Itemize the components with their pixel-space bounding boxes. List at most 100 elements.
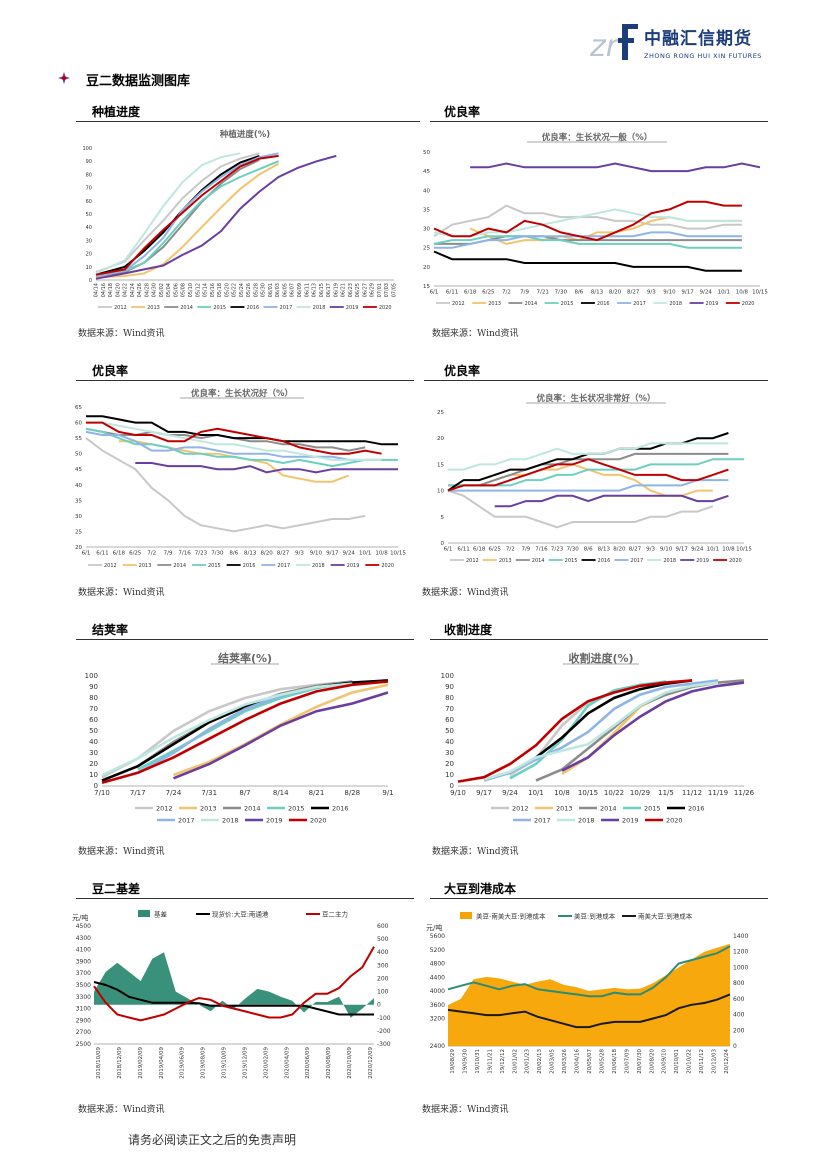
x-tick-label: 20/08/20 <box>649 1049 655 1074</box>
x-tick-label: 07/05 <box>392 283 398 297</box>
x-tick-label: 7/10 <box>94 789 110 797</box>
x-tick-label: 9/3 <box>647 290 656 296</box>
left-y-tick: 2400 <box>430 1043 445 1050</box>
left-y-tick: 4100 <box>76 947 91 954</box>
x-tick-label: 8/13 <box>591 290 604 296</box>
y-tick-label: 100 <box>85 672 98 680</box>
x-tick-label: 05/10 <box>188 283 194 297</box>
left-y-tick: 2900 <box>76 1017 91 1024</box>
y-tick-label: 60 <box>89 716 98 724</box>
series-line-2 <box>93 946 375 1022</box>
y-tick-label: 50 <box>86 212 92 218</box>
series-line-2017 <box>434 231 742 249</box>
chart-import-cost: 元/吨 2400 3200 3600 4000 4400 4800 5200 5600 0 200 4… <box>426 912 748 1074</box>
x-tick-label: 19/12/12 <box>500 1049 506 1074</box>
legend-label: 2018 <box>669 301 682 307</box>
x-tick-label: 7/16 <box>178 551 191 557</box>
legend-label: 美豆-南美大豆:到港成本 <box>476 912 546 921</box>
panel-title-basis: 豆二基差 <box>92 882 141 896</box>
x-tick-label: 2018/12/09 <box>117 1047 123 1079</box>
y-tick-label: 20 <box>423 265 430 271</box>
y-tick-label: 10 <box>445 771 454 779</box>
y-tick-label: 20 <box>89 760 98 768</box>
x-tick-label: 07/01 <box>377 283 383 297</box>
legend-label: 2014 <box>532 558 545 564</box>
legend-label: 2020 <box>729 558 742 564</box>
series-line-2015 <box>85 427 398 468</box>
x-tick-label: 05/20 <box>224 283 230 297</box>
x-tick-label: 9/24 <box>502 789 518 797</box>
x-tick-label: 11/26 <box>734 789 755 797</box>
legend-label: 2013 <box>556 805 573 813</box>
x-tick-label: 20/02/13 <box>537 1049 543 1074</box>
x-tick-label: 7/30 <box>566 547 579 553</box>
legend-label: 2013 <box>139 563 152 569</box>
y-tick-label: 20 <box>437 436 444 442</box>
x-tick-label: 2020/04/09 <box>284 1047 290 1079</box>
x-tick-label: 7/21 <box>536 290 548 296</box>
x-tick-label: 10/1 <box>359 551 371 557</box>
x-tick-label: 8/28 <box>344 789 360 797</box>
series-line-2018 <box>101 682 353 777</box>
x-tick-label: 05/12 <box>195 283 201 297</box>
legend-label: 2019 <box>266 817 283 825</box>
x-tick-label: 9/24 <box>343 551 356 557</box>
legend-label: 2019 <box>622 817 639 825</box>
legend-label: 2015 <box>565 558 578 564</box>
panel-title-planting: 种植进度 <box>92 105 141 119</box>
legend-label: 2017 <box>178 817 195 825</box>
x-tick-label: 06/03 <box>275 283 281 297</box>
x-tick-label: 04/14 <box>94 283 100 297</box>
x-tick-label: 8/6 <box>584 547 593 553</box>
x-tick-label: 20/03/26 <box>562 1049 568 1074</box>
left-y-tick: 2500 <box>76 1041 91 1048</box>
left-y-tick: 4500 <box>76 923 91 930</box>
legend-label: 2014 <box>244 805 261 813</box>
right-y-tick: 1400 <box>733 933 748 940</box>
legend-label: 2018 <box>312 563 325 569</box>
y-tick-label: 100 <box>441 672 454 680</box>
panel-divider <box>424 380 768 381</box>
x-tick-label: 05/22 <box>232 283 238 297</box>
left-y-tick: 2700 <box>76 1029 91 1036</box>
section-title: 豆二数据监测图库 <box>86 74 191 89</box>
chart-basis: 元/吨 2500 2700 2900 3100 3300 3500 3700 3900 4100 4… <box>72 910 391 1079</box>
x-tick-label: 6/25 <box>482 290 495 296</box>
legend-label: 2013 <box>499 558 512 564</box>
x-tick-label: 20/10/01 <box>674 1049 680 1074</box>
y-tick-label: 40 <box>86 225 92 231</box>
series-line-2015 <box>137 681 353 771</box>
x-tick-label: 6/1 <box>430 290 439 296</box>
y-tick-label: 45 <box>75 467 82 473</box>
x-tick-label: 9/17 <box>681 290 694 296</box>
x-tick-label: 10/8 <box>736 290 749 296</box>
series-line-2019 <box>561 681 745 772</box>
right-y-tick: 200 <box>733 1027 745 1034</box>
x-tick-label: 2019/10/09 <box>222 1047 228 1079</box>
x-tick-label: 6/1 <box>82 551 91 557</box>
x-tick-label: 7/16 <box>535 547 548 553</box>
right-y-tick: 400 <box>733 1012 745 1019</box>
x-tick-label: 6/25 <box>129 551 142 557</box>
x-tick-label: 6/1 <box>444 547 453 553</box>
series-line-2020 <box>101 680 389 784</box>
x-tick-label: 20/07/09 <box>624 1049 630 1074</box>
x-tick-label: 05/24 <box>239 283 245 297</box>
left-y-tick: 5600 <box>430 933 445 940</box>
right-y-tick: -200 <box>377 1028 391 1035</box>
x-tick-label: 8/27 <box>627 290 640 296</box>
y-tick-label: 10 <box>437 489 444 495</box>
x-tick-label: 8/20 <box>260 551 273 557</box>
legend-label: 2012 <box>114 305 127 311</box>
logo-chinese-name: 中融汇信期货 <box>644 29 752 49</box>
legend-label: 豆二主力 <box>322 910 348 919</box>
x-tick-label: 7/2 <box>506 547 515 553</box>
panel-title-import-cost: 大豆到港成本 <box>444 882 517 896</box>
legend-label: 2014 <box>180 305 193 311</box>
legend-label: 2018 <box>578 817 595 825</box>
left-y-tick: 3100 <box>76 1006 91 1013</box>
series-line-2017 <box>448 479 729 492</box>
left-y-tick: 4800 <box>430 961 445 968</box>
x-tick-label: 06/23 <box>348 283 354 297</box>
y-tick-label: 40 <box>423 188 430 194</box>
